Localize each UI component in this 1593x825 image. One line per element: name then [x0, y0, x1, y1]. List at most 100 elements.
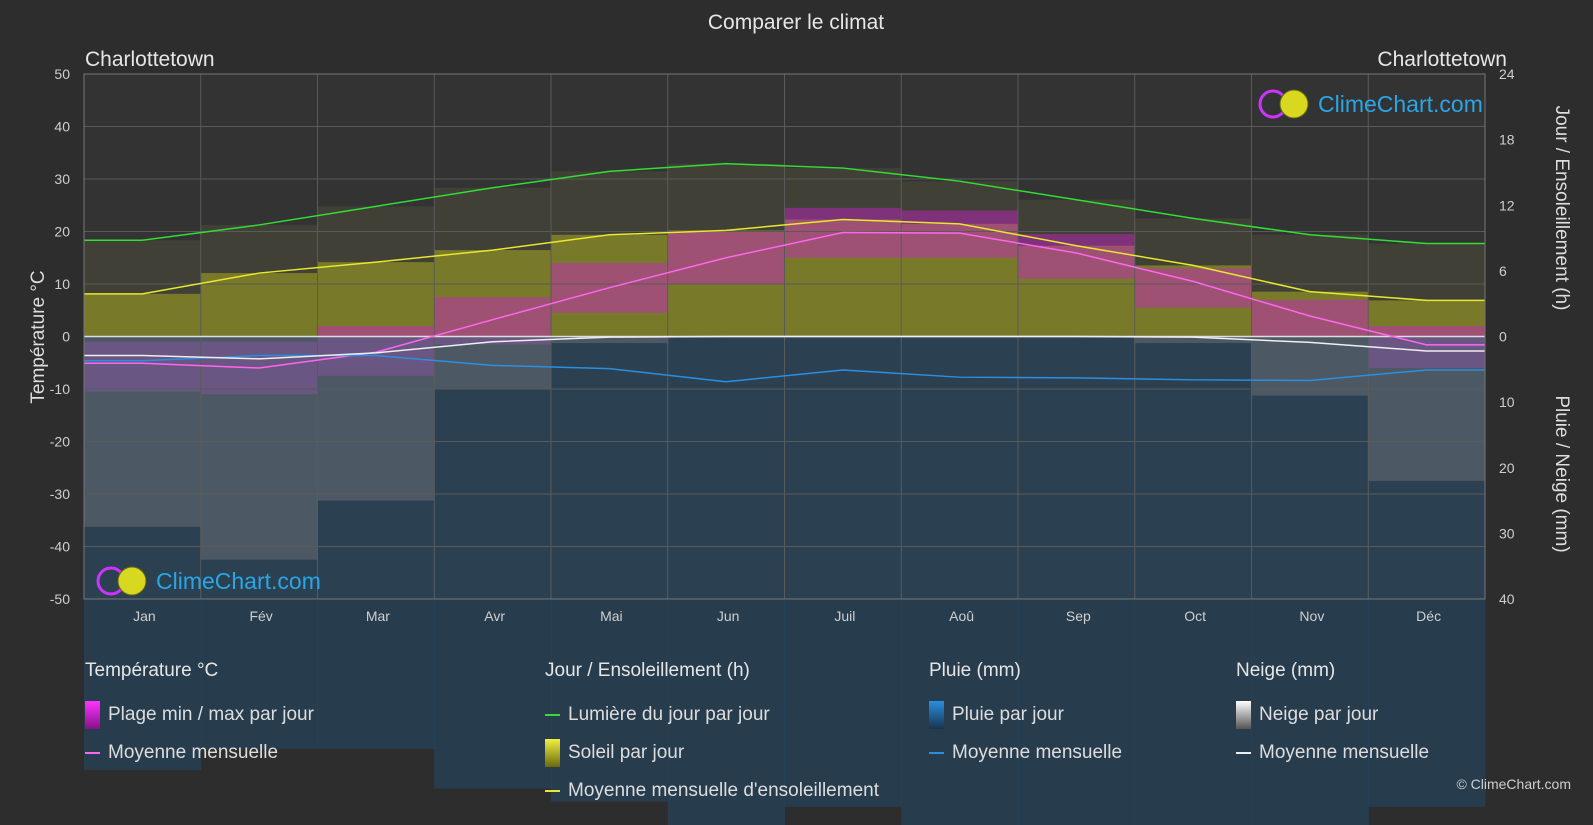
- series-lines: [84, 162, 1485, 383]
- legend-rain-title: Pluie (mm): [929, 660, 1021, 681]
- right-axis-label-bottom: Pluie / Neige (mm): [1551, 395, 1572, 552]
- rain-band: [551, 336, 669, 802]
- right-tick-label-mm: 10: [1499, 394, 1515, 410]
- legend-sun: Jour / Ensoleillement (h) Lumière du jou…: [545, 660, 879, 810]
- brand-name: ClimeChart.com: [156, 567, 321, 594]
- sunshine-band: [434, 250, 552, 337]
- rain-band: [784, 336, 902, 807]
- sunshine-band: [551, 234, 669, 337]
- legend-item-rain-mean: Moyenne mensuelle: [929, 734, 1122, 772]
- legend-item-temp-mean: Moyenne mensuelle: [85, 734, 314, 772]
- left-tick-label: 40: [54, 119, 70, 135]
- legend-item-snow-day: Neige par jour: [1236, 696, 1429, 734]
- right-tick-label-hours: 0: [1499, 329, 1507, 345]
- month-tick-label: Nov: [1299, 608, 1324, 624]
- legend-item-label: Neige par jour: [1259, 704, 1379, 725]
- rain-band: [317, 336, 435, 750]
- legend-item-label: Pluie par jour: [952, 704, 1064, 725]
- month-tick-label: Fév: [249, 608, 272, 624]
- temperature-range-band: [1018, 234, 1136, 279]
- temp-mean-swatch: [85, 752, 100, 754]
- right-tick-label-hours: 18: [1499, 132, 1515, 148]
- legend-item-snow-mean: Moyenne mensuelle: [1236, 734, 1429, 772]
- rain-band: [200, 336, 318, 750]
- left-tick-label: -10: [50, 381, 70, 397]
- rain-swatch: [929, 701, 944, 729]
- chart-title: Comparer le climat: [708, 11, 884, 34]
- legend-snow-title: Neige (mm): [1236, 660, 1336, 681]
- left-tick-label: 0: [62, 329, 70, 345]
- right-tick-label-mm: 20: [1499, 460, 1515, 476]
- left-tick-label: 10: [54, 276, 70, 292]
- snow-band: [1251, 336, 1369, 396]
- rain-band: [434, 336, 552, 789]
- rain-mean-swatch: [929, 752, 944, 754]
- sunshine-band: [784, 219, 902, 337]
- axes: 50 40 30 20 10 0 -10 -20 -30 -40 -50 24 18 12 6 0 10 20 30…: [50, 66, 1515, 624]
- brand-name: ClimeChart.com: [1318, 90, 1483, 117]
- rain-band: [1251, 336, 1369, 825]
- legend-item-label: Lumière du jour par jour: [568, 704, 770, 725]
- month-tick-label: Avr: [484, 608, 505, 624]
- climechart-logo-icon: [1258, 89, 1309, 119]
- legend-rain: Pluie (mm) Pluie par jour Moyenne mensue…: [929, 660, 1122, 772]
- snow-band: [434, 336, 552, 389]
- sunshine-band: [200, 273, 318, 337]
- legend-item-sunshine: Soleil par jour: [545, 734, 879, 772]
- temperature-range-band: [317, 326, 435, 376]
- sunshine-band: [1368, 300, 1486, 337]
- city-right: Charlottetown: [1377, 48, 1507, 71]
- plot-frame: [83, 73, 1486, 600]
- left-tick-label: 30: [54, 171, 70, 187]
- right-tick-label-hours: 24: [1499, 66, 1515, 82]
- legend-item-label: Moyenne mensuelle: [952, 742, 1123, 763]
- left-tick-label: -20: [50, 434, 70, 450]
- sunshine-band: [317, 262, 435, 337]
- snow-band: [551, 336, 669, 344]
- legend-item-label: Plage min / max par jour: [108, 704, 314, 725]
- month-tick-label: Déc: [1416, 608, 1441, 624]
- legend-item-label: Moyenne mensuelle d'ensoleillement: [568, 780, 879, 801]
- rain-band: [1134, 336, 1252, 825]
- snow-band: [200, 336, 318, 560]
- right-axis-label-top: Jour / Ensoleillement (h): [1551, 106, 1572, 311]
- sunshine-band: [1134, 265, 1252, 337]
- month-tick-label: Aoû: [949, 608, 974, 624]
- snow-band: [84, 336, 202, 527]
- temperature-range-band: [1368, 326, 1486, 368]
- left-axis-label: Température °C: [28, 270, 49, 403]
- temperature-range-band: [84, 341, 202, 392]
- snow-swatch: [1236, 701, 1251, 729]
- legend-temperature-title: Température °C: [85, 660, 219, 681]
- legend-snow: Neige (mm) Neige par jour Moyenne mensue…: [1236, 660, 1429, 772]
- month-tick-label: Mar: [366, 608, 390, 624]
- month-tick-label: Sep: [1066, 608, 1091, 624]
- legend-item-label: Moyenne mensuelle: [1259, 742, 1430, 763]
- right-tick-label-mm: 40: [1499, 591, 1515, 607]
- legend-item-temp-range: Plage min / max par jour: [85, 696, 314, 734]
- legend-item-daylight: Lumière du jour par jour: [545, 696, 879, 734]
- left-tick-label: 50: [54, 66, 70, 82]
- left-tick-label: 20: [54, 224, 70, 240]
- left-tick-label: -30: [50, 486, 70, 502]
- snow-band: [1368, 336, 1486, 481]
- brand-logo-bottom: ClimeChart.com: [96, 565, 321, 597]
- climechart-logo-icon: [96, 566, 147, 596]
- daylight-swatch: [545, 714, 560, 716]
- temperature-mean-line: [84, 231, 1485, 369]
- temperature-range-band: [901, 210, 1019, 258]
- right-tick-label-hours: 6: [1499, 263, 1507, 279]
- daylight-line: [84, 162, 1485, 245]
- sunshine-band: [1018, 245, 1136, 337]
- month-tick-label: Jan: [133, 608, 156, 624]
- rain-band: [901, 336, 1019, 825]
- left-tick-label: -50: [50, 591, 70, 607]
- legend-sun-title: Jour / Ensoleillement (h): [545, 660, 750, 681]
- right-tick-label-mm: 30: [1499, 525, 1515, 541]
- brand-logo-top: ClimeChart.com: [1258, 88, 1483, 120]
- snow-band: [317, 336, 435, 501]
- rain-band: [667, 336, 785, 825]
- snow-band: [1134, 336, 1252, 344]
- legend-item-rain-day: Pluie par jour: [929, 696, 1122, 734]
